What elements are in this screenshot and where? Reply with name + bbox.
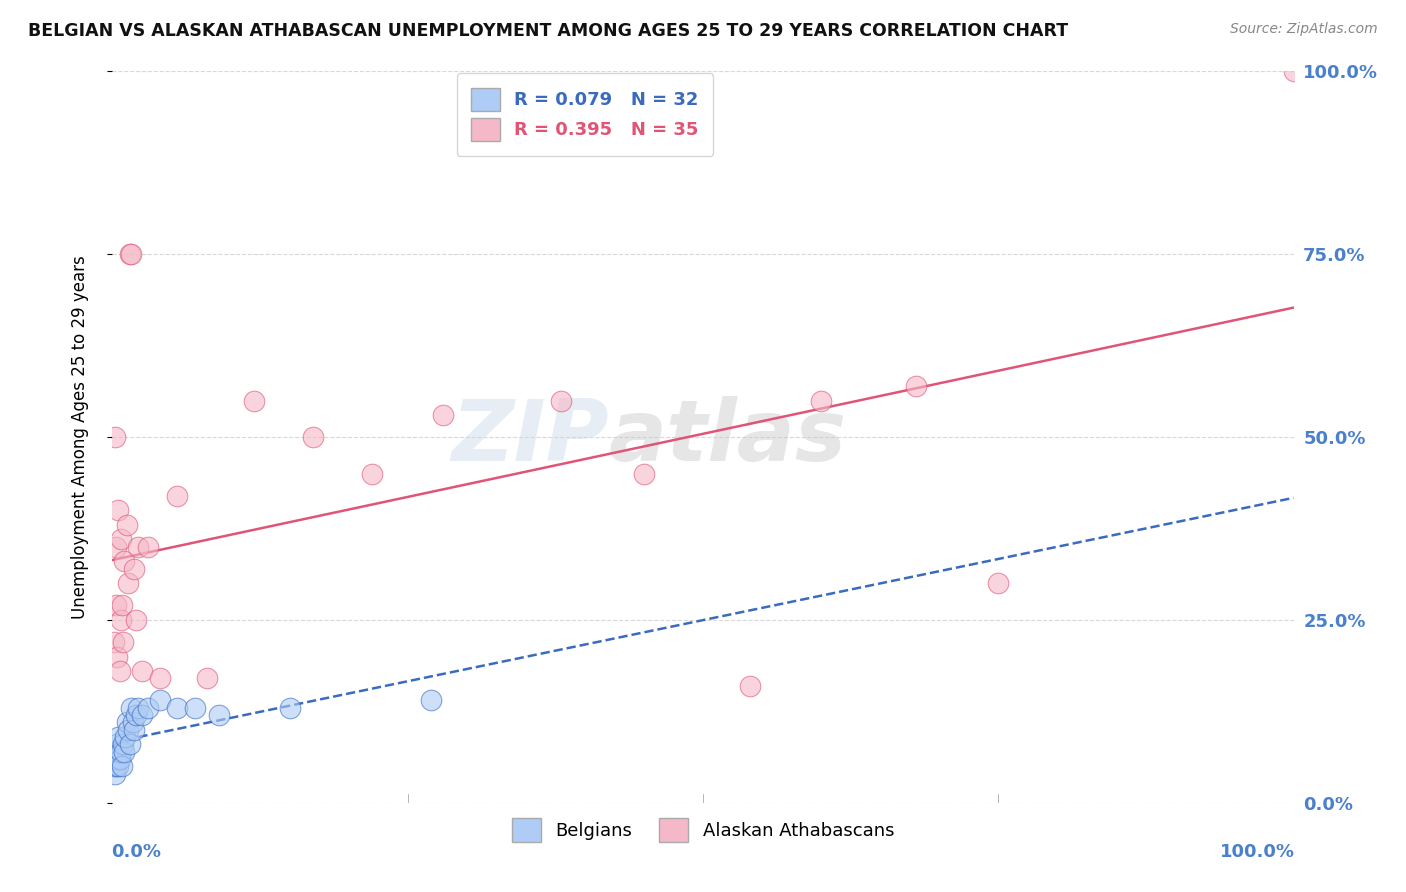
Point [115,715,138,730]
Point [105,759,128,773]
Point [107,503,129,517]
Point [112,737,135,751]
Point [122,723,145,737]
Point [125,708,148,723]
Point [120,247,142,261]
Point [740,679,762,693]
Point [361,467,384,481]
Point [112,745,135,759]
Point [131,664,153,678]
Point [115,517,138,532]
Point [122,562,145,576]
Point [105,599,128,613]
Point [112,635,135,649]
Point [166,700,188,714]
Point [166,489,188,503]
Point [432,408,454,422]
Point [104,430,127,444]
Point [111,759,134,773]
Point [105,752,128,766]
Y-axis label: Unemployment Among Ages 25 to 29 years: Unemployment Among Ages 25 to 29 years [70,255,89,619]
Point [243,393,266,408]
Point [149,672,172,686]
Point [131,708,153,723]
Point [107,730,129,744]
Point [278,700,301,714]
Text: 100.0%: 100.0% [1219,843,1295,861]
Text: ZIP: ZIP [451,395,609,479]
Point [108,752,131,766]
Text: Source: ZipAtlas.com: Source: ZipAtlas.com [1230,22,1378,37]
Point [105,540,128,554]
Text: 0.0%: 0.0% [111,843,162,861]
Point [108,664,131,678]
Point [110,745,132,759]
Point [110,533,132,547]
Point [136,700,159,714]
Point [114,730,136,744]
Point [117,723,139,737]
Point [420,693,443,707]
Point [111,599,134,613]
Point [810,393,832,408]
Point [550,393,572,408]
Point [987,576,1010,591]
Point [195,672,218,686]
Point [104,766,127,780]
Point [112,554,135,568]
Point [120,737,142,751]
Point [121,715,143,730]
Point [120,700,142,714]
Point [149,693,172,707]
Text: BELGIAN VS ALASKAN ATHABASCAN UNEMPLOYMENT AMONG AGES 25 TO 29 YEARS CORRELATION: BELGIAN VS ALASKAN ATHABASCAN UNEMPLOYME… [28,22,1069,40]
Point [104,752,127,766]
Point [105,649,128,664]
Point [103,759,125,773]
Point [107,759,129,773]
Point [136,540,159,554]
Point [103,635,125,649]
Point [127,700,149,714]
Point [110,613,132,627]
Legend: Belgians, Alaskan Athabascans: Belgians, Alaskan Athabascans [498,804,908,856]
Point [633,467,655,481]
Point [302,430,325,444]
Point [120,247,142,261]
Point [1282,64,1305,78]
Point [117,576,139,591]
Point [105,745,128,759]
Text: atlas: atlas [609,395,846,479]
Point [904,379,927,393]
Point [107,745,129,759]
Point [125,613,148,627]
Point [208,708,231,723]
Point [184,700,207,714]
Point [127,540,149,554]
Point [105,737,128,751]
